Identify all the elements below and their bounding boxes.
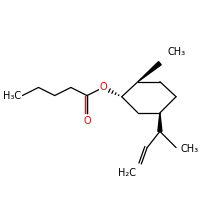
Text: CH₃: CH₃ <box>168 47 186 57</box>
Text: H₂C: H₂C <box>118 168 136 178</box>
Text: O: O <box>83 116 91 126</box>
Polygon shape <box>138 62 161 82</box>
Text: CH₃: CH₃ <box>181 144 199 154</box>
Polygon shape <box>158 113 162 131</box>
Text: O: O <box>99 82 107 92</box>
Text: H₃C: H₃C <box>3 91 21 101</box>
